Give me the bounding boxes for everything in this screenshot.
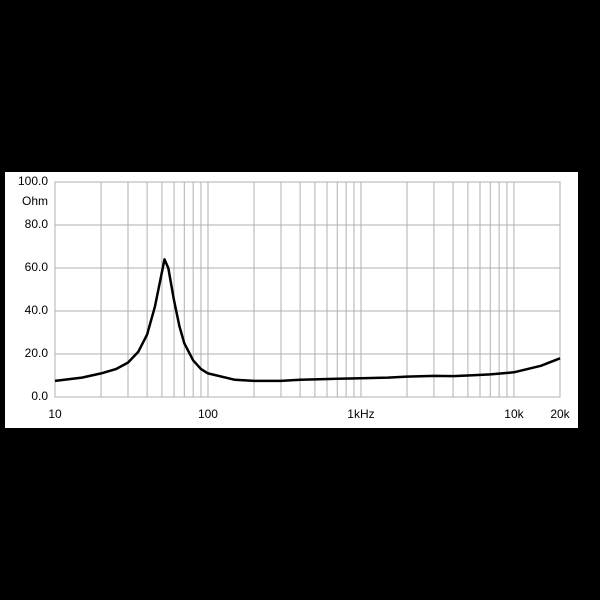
impedance-line — [54, 258, 561, 383]
y-tick-label: 80.0 — [25, 217, 49, 231]
y-tick-label: 60.0 — [25, 260, 49, 274]
y-tick-label: 0.0 — [31, 389, 48, 403]
chart-panel — [5, 172, 578, 428]
y-axis-unit: Ohm — [22, 194, 48, 208]
x-tick-label: 20k — [550, 407, 570, 421]
x-tick-label: 10k — [504, 407, 524, 421]
x-tick-label: 1kHz — [347, 407, 374, 421]
x-tick-label: 10 — [48, 407, 62, 421]
y-tick-label: 20.0 — [25, 346, 49, 360]
y-tick-label: 100.0 — [18, 174, 48, 188]
y-tick-label: 40.0 — [25, 303, 49, 317]
x-tick-label: 100 — [198, 407, 218, 421]
